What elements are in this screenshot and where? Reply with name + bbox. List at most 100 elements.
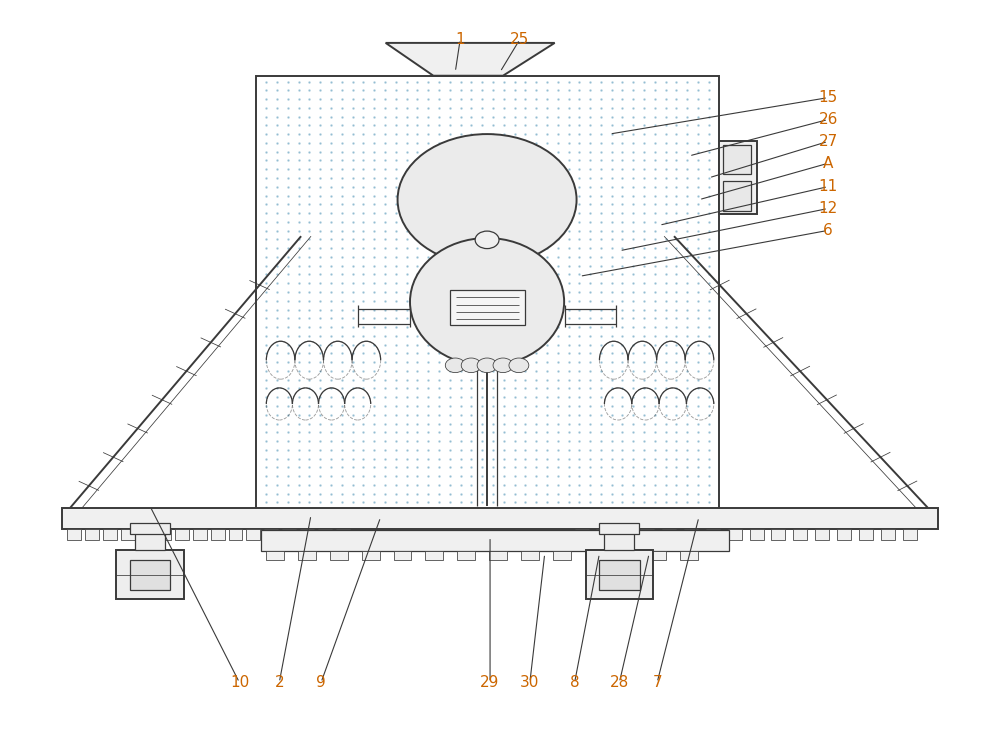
Point <box>539 85 555 96</box>
Point <box>312 488 328 500</box>
Point <box>658 479 674 491</box>
Point <box>507 409 523 420</box>
Ellipse shape <box>410 238 564 366</box>
Point <box>442 181 458 193</box>
Point <box>399 129 415 140</box>
Point <box>420 374 436 386</box>
Point <box>636 435 652 447</box>
Bar <box>264 529 278 540</box>
Point <box>625 417 641 429</box>
Point <box>312 497 328 509</box>
Point <box>625 259 641 271</box>
Point <box>345 93 361 105</box>
Point <box>550 462 566 473</box>
Point <box>474 417 490 429</box>
Point <box>658 497 674 509</box>
Point <box>528 225 544 237</box>
Point <box>258 120 274 132</box>
Point <box>377 497 393 509</box>
Point <box>291 243 307 254</box>
Point <box>690 225 706 237</box>
Point <box>323 321 339 333</box>
Point <box>690 129 706 140</box>
Point <box>690 198 706 210</box>
Point <box>679 382 695 394</box>
Point <box>431 444 447 456</box>
Point <box>614 444 630 456</box>
Bar <box>599 523 639 534</box>
Point <box>258 497 274 509</box>
Point <box>355 374 371 386</box>
Point <box>593 190 609 201</box>
Point <box>679 216 695 228</box>
Point <box>280 181 296 193</box>
Point <box>301 312 317 324</box>
Point <box>561 85 577 96</box>
Point <box>582 409 598 420</box>
Point <box>485 251 501 263</box>
Point <box>431 417 447 429</box>
Point <box>582 129 598 140</box>
Point <box>377 417 393 429</box>
Point <box>485 225 501 237</box>
Point <box>496 444 512 456</box>
Point <box>496 321 512 333</box>
Point <box>334 120 350 132</box>
Point <box>334 497 350 509</box>
Point <box>345 111 361 123</box>
Point <box>345 277 361 289</box>
Point <box>409 198 425 210</box>
Point <box>571 312 587 324</box>
Point <box>399 462 415 473</box>
Point <box>550 365 566 377</box>
Point <box>593 470 609 482</box>
Bar <box>211 529 225 540</box>
Point <box>647 312 663 324</box>
Point <box>571 120 587 132</box>
Point <box>291 216 307 228</box>
Point <box>301 216 317 228</box>
Point <box>668 417 684 429</box>
Point <box>280 470 296 482</box>
Point <box>625 277 641 289</box>
Point <box>517 120 533 132</box>
Point <box>269 312 285 324</box>
Point <box>312 356 328 368</box>
Point <box>496 225 512 237</box>
Point <box>517 321 533 333</box>
Point <box>604 435 620 447</box>
Point <box>345 216 361 228</box>
Point <box>258 374 274 386</box>
Point <box>561 111 577 123</box>
Point <box>420 470 436 482</box>
Point <box>517 312 533 324</box>
Point <box>463 286 479 298</box>
Point <box>528 85 544 96</box>
Point <box>355 251 371 263</box>
Point <box>528 181 544 193</box>
Point <box>496 207 512 219</box>
Point <box>701 243 717 254</box>
Point <box>388 234 404 245</box>
Point <box>399 321 415 333</box>
Point <box>679 400 695 412</box>
Point <box>582 286 598 298</box>
Point <box>431 154 447 166</box>
Point <box>453 259 469 271</box>
Point <box>334 312 350 324</box>
Point <box>571 286 587 298</box>
Point <box>474 111 490 123</box>
Point <box>679 268 695 280</box>
Point <box>658 365 674 377</box>
Point <box>301 163 317 175</box>
Point <box>442 190 458 201</box>
Point <box>701 207 717 219</box>
Point <box>679 409 695 420</box>
Point <box>701 312 717 324</box>
Point <box>550 348 566 359</box>
Point <box>593 417 609 429</box>
Point <box>528 243 544 254</box>
Point <box>269 453 285 465</box>
Point <box>679 120 695 132</box>
Point <box>582 111 598 123</box>
